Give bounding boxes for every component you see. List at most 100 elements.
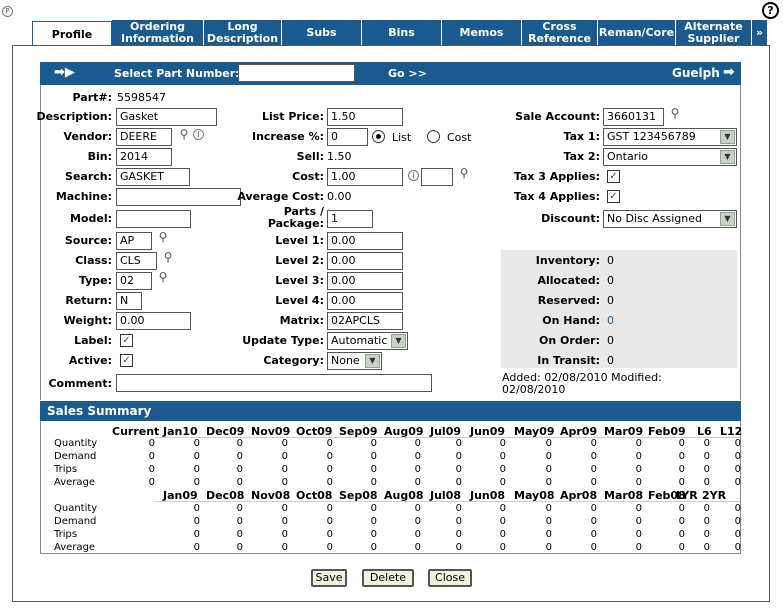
summary-cell: 0 xyxy=(193,451,200,462)
model-input[interactable] xyxy=(116,210,191,228)
description-input[interactable]: Gasket xyxy=(116,108,217,126)
summary-cell: 0 xyxy=(545,438,552,449)
summary-column-header: L12 xyxy=(720,425,743,438)
parts-package-input[interactable]: 1 xyxy=(327,210,373,228)
cost-search-icon[interactable]: ⚲ xyxy=(459,166,469,180)
level1-label: Level 1: xyxy=(275,234,324,247)
save-button[interactable]: Save xyxy=(311,569,347,587)
source-search-icon[interactable]: ⚲ xyxy=(158,230,168,244)
onhand-link[interactable]: 0 xyxy=(607,314,614,327)
vendor-info-icon[interactable]: i xyxy=(193,129,204,140)
matrix-input[interactable]: 02APCLS xyxy=(327,312,403,330)
type-input[interactable]: 02 xyxy=(116,272,152,290)
summary-cell: 0 xyxy=(635,477,642,488)
cost-extra-input[interactable] xyxy=(421,168,453,186)
summary-cell: 0 xyxy=(455,438,462,449)
chevron-down-icon[interactable]: ▼ xyxy=(365,354,380,368)
label-checkbox[interactable]: ✓ xyxy=(120,334,133,347)
tab-label: Bins xyxy=(388,26,415,39)
level4-input[interactable]: 0.00 xyxy=(327,292,403,310)
summary-cell: 0 xyxy=(236,529,243,540)
close-button[interactable]: Close xyxy=(428,569,472,587)
vendor-search-icon[interactable]: ⚲ xyxy=(179,127,189,141)
level1-input[interactable]: 0.00 xyxy=(327,232,403,250)
summary-cell: 0 xyxy=(499,451,506,462)
summary-cell: 0 xyxy=(590,529,597,540)
cost-radio[interactable] xyxy=(427,130,440,143)
summary-cell: 0 xyxy=(678,529,685,540)
sell-value: 1.50 xyxy=(327,150,352,163)
vendor-input[interactable]: DEERE xyxy=(116,128,172,146)
comment-input[interactable] xyxy=(116,374,432,392)
summary-cell: 0 xyxy=(281,451,288,462)
type-search-icon[interactable]: ⚲ xyxy=(158,270,168,284)
summary-column-header: Sep08 xyxy=(339,489,378,502)
summary-column-header: Aug09 xyxy=(384,425,424,438)
nav-arrow-icon[interactable]: ➡▶ xyxy=(54,65,75,80)
help-icon[interactable]: ? xyxy=(762,2,779,19)
update-type-select[interactable]: Automatic ▼ xyxy=(327,332,408,350)
category-select[interactable]: None ▼ xyxy=(327,352,382,370)
tab-ordering-information[interactable]: Ordering Information xyxy=(112,20,204,46)
source-label: Source: xyxy=(64,234,112,247)
cost-radio-label: Cost xyxy=(447,131,472,144)
source-input[interactable]: AP xyxy=(116,232,152,250)
list-price-input[interactable]: 1.50 xyxy=(327,108,403,126)
tax4-checkbox[interactable]: ✓ xyxy=(607,190,620,203)
summary-cell: 0 xyxy=(281,438,288,449)
chevron-down-icon[interactable]: ▼ xyxy=(720,130,735,144)
summary-column-header: LYR xyxy=(676,489,698,502)
update-type-value: Automatic xyxy=(331,334,388,347)
tab-label: Subs xyxy=(306,26,337,39)
summary-cell: 0 xyxy=(734,451,741,462)
tax3-checkbox[interactable]: ✓ xyxy=(607,170,620,183)
sale-account-input[interactable]: 3660131 xyxy=(603,108,664,126)
sale-account-search-icon[interactable]: ⚲ xyxy=(670,106,680,120)
summary-cell: 0 xyxy=(193,516,200,527)
tax1-select[interactable]: GST 123456789 ▼ xyxy=(603,128,737,146)
tab-memos[interactable]: Memos xyxy=(442,20,522,46)
class-search-icon[interactable]: ⚲ xyxy=(163,250,173,264)
tab-profile[interactable]: Profile xyxy=(32,21,112,47)
tax2-select[interactable]: Ontario ▼ xyxy=(603,148,737,166)
delete-button[interactable]: Delete xyxy=(362,569,414,587)
class-input[interactable]: CLS xyxy=(116,252,157,270)
summary-cell: 0 xyxy=(635,516,642,527)
tab-label: Ordering Information xyxy=(121,20,194,45)
tab-bins[interactable]: Bins xyxy=(362,20,442,46)
vendor-label: Vendor: xyxy=(63,130,112,143)
level2-input[interactable]: 0.00 xyxy=(327,252,403,270)
active-checkbox[interactable]: ✓ xyxy=(120,354,133,367)
active-label: Active: xyxy=(68,354,112,367)
go-button[interactable]: Go >> xyxy=(388,67,427,80)
summary-cell: 0 xyxy=(499,438,506,449)
discount-select[interactable]: No Disc Assigned ▼ xyxy=(603,210,737,228)
level3-input[interactable]: 0.00 xyxy=(327,272,403,290)
list-radio[interactable] xyxy=(372,130,385,143)
machine-input[interactable] xyxy=(116,188,241,206)
summary-cell: 0 xyxy=(236,503,243,514)
tab-long-description[interactable]: Long Description xyxy=(204,20,282,46)
weight-input[interactable]: 0.00 xyxy=(116,312,191,330)
tab-subs[interactable]: Subs xyxy=(282,20,362,46)
search-field[interactable]: GASKET xyxy=(116,168,190,186)
tab-label: Reman/Core xyxy=(598,26,675,39)
bin-input[interactable]: 2014 xyxy=(116,148,172,166)
chevron-down-icon[interactable]: ▼ xyxy=(720,150,735,164)
tab-reman-core[interactable]: Reman/Core xyxy=(598,20,676,46)
cost-info-icon[interactable]: i xyxy=(408,170,419,181)
location-arrow-icon[interactable]: ➡ xyxy=(723,64,735,80)
chevron-down-icon[interactable]: ▼ xyxy=(391,334,406,348)
summary-row-label: Average xyxy=(54,542,96,553)
tab-more[interactable]: » xyxy=(752,20,768,46)
tab-cross-reference[interactable]: Cross Reference xyxy=(522,20,598,46)
tab-alternate-supplier[interactable]: Alternate Supplier xyxy=(676,20,752,46)
increase-input[interactable]: 0 xyxy=(327,128,368,146)
summary-cell: 0 xyxy=(734,438,741,449)
cost-input[interactable]: 1.00 xyxy=(327,168,403,186)
summary-cell: 0 xyxy=(703,438,710,449)
select-part-input[interactable] xyxy=(238,64,355,82)
chevron-down-icon[interactable]: ▼ xyxy=(720,212,735,226)
return-input[interactable]: N xyxy=(116,292,142,310)
tab-bar: Profile Ordering Information Long Descri… xyxy=(32,20,768,47)
